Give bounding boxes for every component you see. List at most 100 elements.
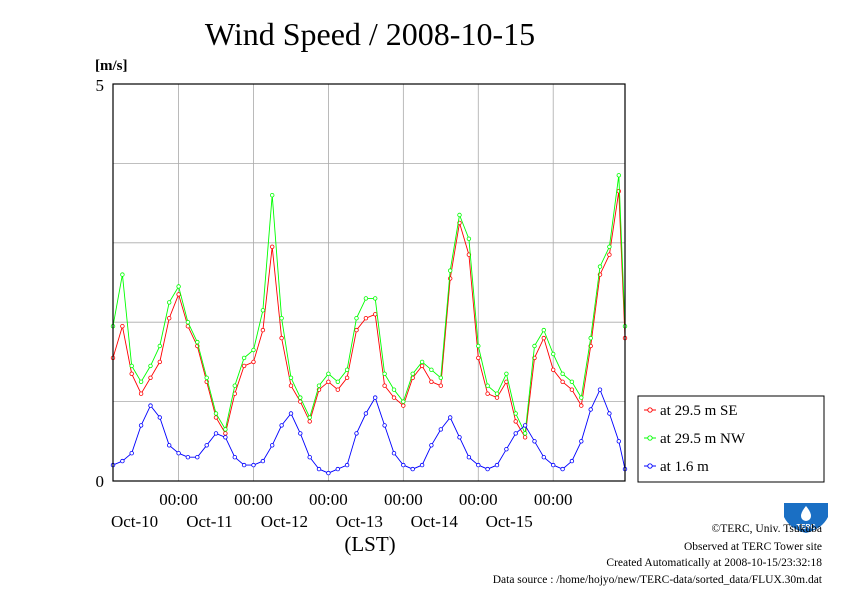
data-point-2-10 (204, 443, 209, 448)
data-point-0-43 (513, 419, 518, 424)
data-point-2-40 (485, 466, 490, 472)
data-point-2-3 (138, 423, 144, 428)
legend: at 29.5 m SE at 29.5 m NW at 1.6 m (637, 395, 825, 483)
x-tick-date-3: Oct-13 (336, 512, 383, 531)
data-point-2-44 (522, 423, 528, 428)
legend-label-2: at 1.6 m (660, 459, 709, 475)
data-point-2-22 (316, 466, 322, 472)
data-point-0-54 (616, 188, 621, 194)
data-point-2-49 (569, 458, 575, 464)
data-point-0-23 (326, 379, 331, 384)
data-point-0-50 (579, 403, 584, 408)
x-tick-time-3: 00:00 (384, 490, 423, 509)
data-point-0-27 (363, 316, 369, 321)
data-point-1-29 (382, 371, 387, 376)
data-point-0-1 (120, 324, 125, 329)
data-point-1-4 (148, 363, 153, 369)
data-point-2-42 (504, 447, 509, 452)
x-tick-date-1: Oct-11 (186, 512, 233, 531)
data-point-1-15 (251, 347, 256, 353)
data-point-2-1 (120, 458, 125, 464)
data-point-0-48 (560, 379, 565, 384)
water-drop-icon (801, 506, 811, 521)
data-point-1-38 (466, 236, 472, 241)
data-point-0-41 (494, 395, 500, 400)
data-point-1-37 (457, 212, 462, 218)
data-point-2-21 (307, 455, 312, 460)
legend-label-0: at 29.5 m SE (660, 403, 738, 419)
data-point-0-28 (373, 312, 378, 317)
y-axis-unit-label: [m/s] (95, 58, 128, 74)
y-tick-label-0: 0 (96, 472, 105, 491)
data-point-0-21 (307, 419, 312, 424)
data-point-0-33 (419, 363, 425, 369)
data-point-2-37 (457, 435, 462, 440)
data-point-0-15 (251, 359, 256, 365)
data-point-2-13 (232, 455, 237, 460)
data-point-2-28 (373, 395, 378, 400)
data-point-1-3 (138, 379, 144, 384)
x-tick-time-1: 00:00 (234, 490, 273, 509)
grid-lines (113, 84, 625, 481)
legend-marker-0 (647, 407, 653, 413)
credit-observed: Observed at TERC Tower site (684, 541, 822, 553)
data-point-0-11 (213, 415, 219, 420)
data-point-1-23 (326, 371, 331, 376)
data-point-1-6 (166, 300, 172, 305)
plot-frame (112, 83, 626, 482)
data-point-2-24 (335, 466, 340, 472)
data-point-2-7 (176, 451, 181, 456)
data-point-1-7 (176, 284, 181, 289)
data-point-0-25 (344, 375, 350, 380)
data-point-1-12 (223, 427, 228, 432)
data-point-0-44 (522, 435, 528, 440)
data-point-2-50 (579, 439, 584, 444)
series-layer (110, 173, 628, 476)
data-point-1-30 (391, 387, 397, 392)
data-point-1-53 (607, 244, 612, 249)
data-point-2-14 (241, 462, 247, 468)
data-point-0-14 (241, 363, 247, 369)
y-axis-ticks: 0 5 (96, 76, 105, 491)
chart-title: Wind Speed / 2008-10-15 (205, 16, 535, 52)
x-tick-date-4: Oct-14 (411, 512, 459, 531)
data-point-1-26 (354, 316, 359, 321)
data-point-2-12 (223, 435, 228, 440)
data-point-1-14 (241, 355, 247, 361)
data-point-2-41 (494, 462, 500, 468)
data-point-2-15 (251, 462, 256, 468)
data-point-1-54 (616, 173, 621, 178)
data-point-0-6 (166, 316, 172, 321)
data-point-1-24 (335, 379, 340, 384)
data-point-1-21 (307, 415, 312, 420)
data-point-1-44 (522, 431, 528, 436)
data-point-1-5 (157, 343, 162, 349)
x-tick-time-5: 00:00 (534, 490, 573, 509)
x-tick-date-5: Oct-15 (486, 512, 533, 531)
data-point-0-4 (148, 375, 153, 380)
credit-copyright: ©TERC, Univ. Tsukuba (712, 523, 822, 535)
data-point-1-52 (597, 264, 603, 269)
data-point-2-20 (298, 431, 303, 436)
data-point-1-49 (569, 379, 575, 384)
x-tick-time-0: 00:00 (159, 490, 198, 509)
credit-created: Created Automatically at 2008-10-15/23:3… (606, 557, 822, 569)
data-point-0-34 (429, 379, 434, 384)
x-tick-date-0: Oct-10 (111, 512, 158, 531)
data-point-2-5 (157, 415, 162, 420)
data-point-2-29 (382, 423, 387, 428)
data-point-2-48 (560, 466, 565, 472)
data-point-0-26 (354, 327, 359, 333)
data-point-2-47 (551, 462, 556, 468)
data-point-1-2 (129, 363, 134, 369)
data-point-2-25 (344, 462, 350, 468)
data-point-1-32 (410, 371, 415, 376)
data-point-1-43 (513, 411, 518, 416)
data-point-1-22 (316, 383, 322, 388)
data-point-1-27 (363, 296, 369, 301)
legend-marker-2 (647, 463, 653, 469)
data-point-0-5 (157, 359, 162, 365)
data-point-2-45 (532, 439, 537, 444)
data-point-1-1 (120, 272, 125, 277)
